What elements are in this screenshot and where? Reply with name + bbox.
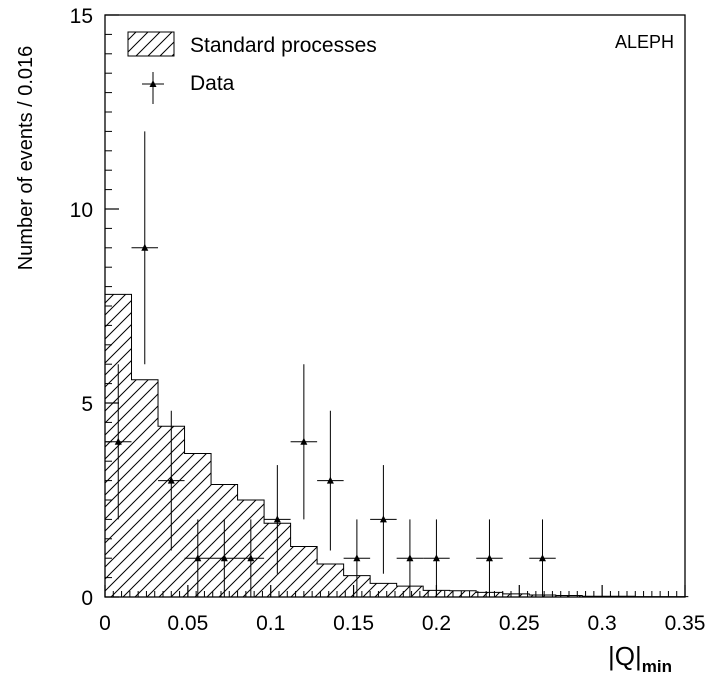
data-point	[237, 519, 265, 597]
data-point	[317, 410, 344, 551]
data-point	[211, 519, 238, 597]
data-marker	[432, 554, 440, 562]
legend-swatch-standard-processes	[127, 31, 175, 57]
legend-marker-data	[142, 72, 164, 104]
x-tick-label: 0.35	[665, 612, 706, 635]
svg-text:|Q|min: |Q|min	[608, 641, 672, 676]
y-axis-label: Number of events / 0.016	[15, 46, 37, 271]
aleph-annotation: ALEPH	[615, 32, 674, 52]
legend: Standard processes Data	[127, 31, 377, 104]
data-marker	[167, 476, 175, 484]
histogram-bin	[290, 546, 318, 597]
data-marker	[538, 554, 546, 562]
data-point	[290, 364, 318, 520]
x-axis-label: |Q|min	[608, 641, 672, 676]
y-tick-label: 15	[70, 5, 93, 28]
x-tick-label: 0.05	[167, 612, 208, 635]
x-axis-label-subscript: min	[642, 657, 672, 676]
y-tick-label: 10	[70, 199, 93, 222]
histogram-bin	[449, 590, 477, 597]
data-point	[476, 519, 503, 597]
histogram-bin	[502, 593, 530, 597]
data-points	[105, 131, 556, 597]
data-marker	[141, 243, 149, 251]
x-axis-label-main: |Q|	[608, 641, 642, 671]
data-marker	[326, 476, 334, 484]
data-marker	[220, 554, 228, 562]
data-marker	[300, 437, 308, 445]
x-tick-label: 0.1	[256, 612, 285, 635]
y-tick-label: 0	[81, 587, 93, 610]
legend-label-data: Data	[190, 72, 235, 95]
data-point	[423, 519, 450, 597]
data-point	[370, 465, 397, 574]
data-marker	[247, 554, 255, 562]
data-point	[396, 519, 424, 597]
legend-label-standard-processes: Standard processes	[190, 34, 377, 57]
data-point	[184, 519, 212, 597]
standard-processes-histogram	[104, 293, 689, 598]
data-marker	[406, 554, 414, 562]
histogram-outline	[104, 293, 689, 598]
x-tick-label: 0.2	[422, 612, 451, 635]
x-axis-ticks: 0 0.05 0.1 0.15 0.2 0.25 0.3 0.35	[99, 585, 705, 635]
y-axis-ticks: 0 5 10 15	[70, 5, 119, 610]
data-point	[158, 410, 185, 551]
histogram-bin	[131, 379, 159, 597]
data-point	[131, 131, 159, 365]
data-marker	[353, 554, 361, 562]
data-marker	[114, 437, 122, 445]
y-tick-label: 5	[81, 393, 93, 416]
data-marker	[379, 515, 387, 523]
data-marker	[273, 515, 281, 523]
histogram-bin	[317, 564, 344, 597]
x-tick-label: 0.3	[588, 612, 617, 635]
data-marker	[485, 554, 493, 562]
x-tick-label: 0.25	[499, 612, 540, 635]
data-point	[529, 519, 556, 597]
x-tick-label: 0	[99, 612, 111, 635]
data-point	[343, 519, 371, 597]
data-point	[264, 465, 291, 574]
histogram-bin	[370, 583, 397, 597]
data-marker	[194, 554, 202, 562]
x-tick-label: 0.15	[333, 612, 374, 635]
